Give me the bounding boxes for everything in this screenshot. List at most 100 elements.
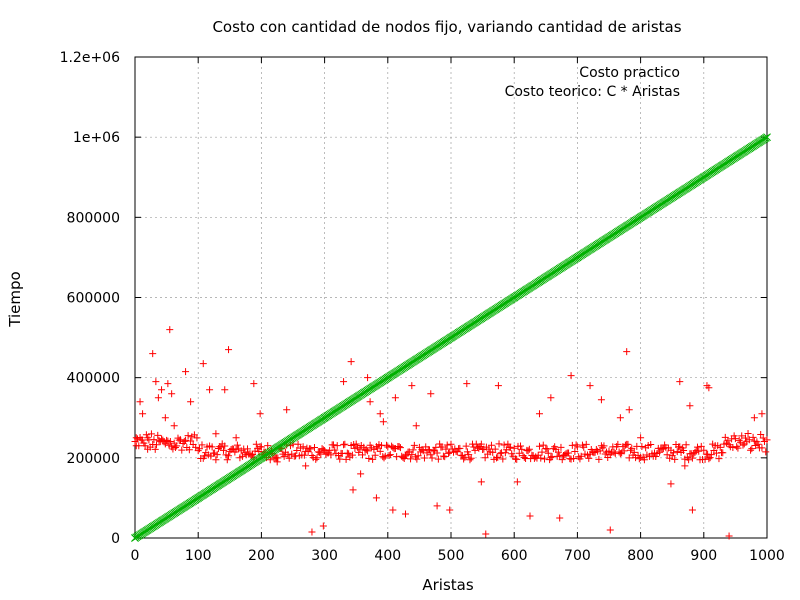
y-tick-label: 600000: [67, 291, 120, 307]
point-costo-practico: [487, 441, 495, 449]
point-costo-practico: [316, 448, 324, 456]
point-costo-practico: [264, 442, 272, 450]
point-costo-practico: [625, 454, 633, 462]
point-costo-practico: [614, 440, 622, 448]
point-costo-practico: [688, 506, 696, 514]
point-costo-practico: [164, 380, 172, 388]
point-costo-practico: [359, 451, 367, 459]
point-costo-practico: [606, 526, 614, 534]
point-costo-practico: [283, 406, 291, 414]
point-costo-practico: [152, 378, 160, 386]
point-costo-practico: [707, 451, 715, 459]
point-costo-practico: [538, 448, 546, 456]
point-costo-practico: [161, 414, 169, 422]
point-costo-practico: [331, 446, 339, 454]
point-costo-practico: [327, 451, 335, 459]
point-costo-practico: [565, 449, 573, 457]
point-costo-practico: [426, 446, 434, 454]
point-costo-practico: [671, 455, 679, 463]
point-costo-practico: [501, 449, 509, 457]
chart-title: Costo con cantidad de nodos fijo, varian…: [212, 18, 681, 36]
point-costo-practico: [749, 433, 757, 441]
series-costo-teorico: [131, 133, 771, 542]
point-costo-practico: [166, 437, 174, 445]
x-tick-label: 900: [690, 548, 717, 564]
point-costo-practico: [571, 447, 579, 455]
y-axis-label: Tiempo: [6, 271, 24, 327]
point-costo-practico: [705, 455, 713, 463]
point-costo-practico: [535, 442, 543, 450]
point-costo-practico: [302, 462, 310, 470]
point-costo-practico: [518, 445, 526, 453]
point-costo-practico: [299, 443, 307, 451]
point-costo-practico: [414, 452, 422, 460]
point-costo-practico: [147, 430, 155, 438]
point-costo-practico: [513, 478, 521, 486]
point-costo-practico: [252, 440, 260, 448]
point-costo-teorico: [763, 133, 771, 142]
point-costo-practico: [257, 443, 265, 451]
point-costo-practico: [475, 444, 483, 452]
point-costo-practico: [733, 443, 741, 451]
point-costo-practico: [477, 478, 485, 486]
point-costo-practico: [758, 410, 766, 418]
point-costo-practico: [557, 443, 565, 451]
point-costo-practico: [193, 434, 201, 442]
point-costo-practico: [738, 432, 746, 440]
point-costo-practico: [428, 454, 436, 462]
point-costo-practico: [652, 453, 660, 461]
point-costo-practico: [680, 447, 688, 455]
point-costo-practico: [739, 441, 747, 449]
x-tick-label: 1000: [749, 548, 785, 564]
point-costo-teorico: [257, 453, 266, 462]
point-costo-practico: [558, 456, 566, 464]
point-costo-practico: [667, 480, 675, 488]
point-costo-practico: [212, 430, 220, 438]
point-costo-practico: [395, 443, 403, 451]
point-costo-practico: [362, 446, 370, 454]
point-costo-practico: [747, 446, 755, 454]
point-costo-practico: [433, 449, 441, 457]
x-tick-label: 300: [311, 548, 338, 564]
point-costo-practico: [371, 451, 379, 459]
point-costo-practico: [599, 444, 607, 452]
point-costo-teorico: [131, 534, 139, 542]
point-costo-practico: [567, 372, 575, 380]
point-costo-practico: [460, 455, 468, 463]
point-costo-practico: [380, 454, 388, 462]
point-costo-practico: [640, 456, 648, 464]
point-costo-practico: [625, 406, 633, 414]
point-costo-practico: [520, 453, 528, 461]
point-costo-practico: [525, 445, 533, 453]
point-costo-practico: [225, 452, 233, 460]
point-costo-practico: [243, 445, 251, 453]
point-costo-practico: [144, 434, 152, 442]
point-costo-practico: [364, 374, 372, 382]
point-costo-practico: [221, 442, 229, 450]
point-costo-practico: [630, 448, 638, 456]
point-costo-practico: [341, 440, 349, 448]
point-costo-practico: [695, 447, 703, 455]
point-costo-practico: [319, 522, 327, 530]
point-costo-practico: [444, 449, 452, 457]
point-costo-practico: [466, 456, 474, 464]
point-costo-practico: [364, 447, 372, 455]
point-costo-practico: [443, 441, 451, 449]
point-costo-practico: [408, 451, 416, 459]
point-costo-practico: [481, 454, 489, 462]
point-costo-practico: [300, 451, 308, 459]
point-costo-practico: [688, 454, 696, 462]
legend-label-costo-practico: Costo practico: [579, 65, 680, 81]
point-costo-practico: [386, 451, 394, 459]
point-costo-practico: [635, 455, 643, 463]
point-costo-practico: [173, 442, 181, 450]
point-costo-practico: [150, 436, 158, 444]
x-tick-label: 100: [185, 548, 212, 564]
point-costo-practico: [623, 348, 631, 356]
point-costo-practico: [238, 452, 246, 460]
point-costo-practico: [163, 436, 171, 444]
point-costo-practico: [376, 447, 384, 455]
point-costo-practico: [409, 446, 417, 454]
point-costo-practico: [357, 470, 365, 478]
point-costo-practico: [758, 444, 766, 452]
